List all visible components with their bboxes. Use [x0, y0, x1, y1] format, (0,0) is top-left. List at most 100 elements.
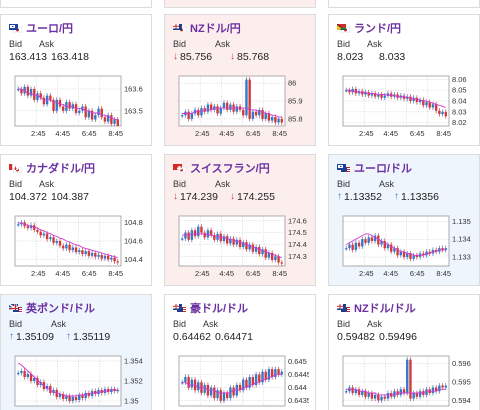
candle-body: [415, 97, 419, 103]
ask-value: 163.418: [51, 51, 89, 63]
candle-body: [113, 257, 116, 262]
rate-card[interactable]: ユーロ/ドル Bid Ask ↑ 1.13352 ↑ 1.13356 1.135 1.134 1.…: [328, 154, 480, 286]
candle-body: [409, 359, 412, 399]
down-arrow-icon: ↓: [230, 51, 235, 62]
moving-average-line: [182, 373, 282, 394]
candle-body: [61, 106, 65, 111]
pair-name[interactable]: 英ポンド/ドル: [26, 303, 96, 315]
candle-body: [425, 102, 428, 106]
quote-labels: Bid Ask: [173, 39, 230, 49]
quote-labels: Bid Ask: [173, 179, 230, 189]
candle-body: [412, 255, 415, 259]
candle-body: [68, 396, 71, 401]
candle-body: [280, 118, 283, 123]
price-chart[interactable]: 1.135 1.134 1.133 2:45 4:45 6:45 8:45: [337, 212, 473, 280]
x-tick-label: 8:45: [436, 269, 451, 278]
candle-body: [197, 109, 200, 116]
rate-card[interactable]: ユーロ/円 Bid Ask 163.413 163.418 163.6 163.5 2:45 4…: [0, 14, 152, 146]
candle-body: [209, 230, 213, 236]
candle-body: [270, 369, 274, 378]
candle-body: [264, 249, 267, 258]
candle-body: [444, 248, 447, 250]
candle-body: [187, 232, 190, 240]
candle-body: [380, 94, 383, 98]
card-header: ユーロ/ドル: [337, 162, 413, 175]
pair-name[interactable]: ユーロ/ドル: [354, 163, 413, 175]
candle-body: [94, 115, 97, 120]
candle-body: [181, 238, 184, 240]
candle-body: [277, 118, 280, 123]
rate-card[interactable]: 英ポンド/ドル Bid Ask ↑ 1.35109 ↑ 1.35119 1.354 1.352 1…: [0, 294, 152, 410]
candle-body: [367, 393, 370, 397]
candle-body: [26, 86, 30, 96]
flag-icon: [9, 303, 22, 313]
y-tick-label: 174.6: [288, 216, 307, 225]
candle-body: [351, 387, 354, 394]
quote-labels: Bid Ask: [337, 179, 394, 189]
price-chart[interactable]: 174.6 174.5 174.4 174.3 2:45 4:45 6:45 8:45: [173, 212, 309, 280]
pair-name[interactable]: カナダドル/円: [26, 163, 96, 175]
price-chart[interactable]: 104.8 104.6 104.4 2:45 4:45 6:45 8:45: [9, 212, 145, 280]
pair-name[interactable]: NZドル/ドル: [354, 303, 416, 315]
rate-card[interactable]: スイスフラン/円 Bid Ask ↓ 174.239 ↓ 174.255 174.6 174.5…: [164, 154, 316, 286]
ask-label: Ask: [215, 39, 231, 49]
quote-labels: Bid Ask: [9, 39, 54, 49]
price-chart[interactable]: 8.06 8.05 8.04 8.03 8.02 2:45 4:45 6:45 8:45: [337, 72, 473, 140]
pair-name[interactable]: ユーロ/円: [26, 23, 74, 35]
candle-body: [17, 373, 20, 375]
y-tick-label: 163.6: [124, 85, 143, 94]
y-tick-label: 0.596: [452, 359, 471, 368]
y-tick-label: 86: [288, 79, 296, 88]
rate-card[interactable]: NZドル/円 Bid Ask ↓ 85.756 ↓ 85.768 86 85.9 85.8 2:45…: [164, 14, 316, 146]
candle-body: [49, 95, 52, 100]
candle-body: [74, 397, 78, 400]
candle-body: [206, 230, 210, 238]
y-tick-label: 1.135: [452, 217, 471, 226]
x-tick-label: 4:45: [383, 269, 398, 278]
y-tick-label: 85.9: [288, 97, 303, 106]
candle-body: [245, 379, 248, 388]
candle-body: [258, 246, 261, 255]
rate-card[interactable]: カナダドル/円 Bid Ask 104.372 104.387 104.8 104.6 104…: [0, 154, 152, 286]
candle-body: [68, 244, 71, 251]
candle-body: [106, 389, 110, 392]
candle-body: [386, 93, 390, 96]
candle-body: [258, 374, 261, 383]
pair-name[interactable]: 豪ドル/ドル: [190, 303, 249, 315]
rate-card[interactable]: NZドル/ドル Bid Ask 0.59482 0.59496 0.596 0.595 0.5…: [328, 294, 480, 410]
candle-body: [254, 246, 258, 252]
candle-body: [409, 253, 412, 259]
candle-body: [184, 377, 187, 383]
rate-card[interactable]: ランド/円 Bid Ask 8.023 8.033 8.06 8.05 8.04 8.03 8.0…: [328, 14, 480, 146]
candle-body: [428, 251, 431, 254]
x-tick-label: 6:45: [246, 269, 261, 278]
candle-body: [258, 109, 261, 116]
up-arrow-icon: ↑: [9, 331, 14, 342]
ask-value: 1.35119: [73, 331, 111, 343]
x-tick-label: 8:45: [108, 129, 123, 138]
price-chart[interactable]: 163.6 163.5 2:45 4:45 6:45 8:45: [9, 72, 145, 140]
candle-body: [370, 393, 374, 399]
candle-body: [370, 93, 374, 96]
candle-body: [441, 385, 444, 388]
ask-label: Ask: [203, 319, 219, 329]
pair-name[interactable]: NZドル/円: [190, 23, 241, 35]
candle-body: [68, 102, 71, 109]
candle-body: [431, 104, 435, 108]
pair-name[interactable]: ランド/円: [354, 23, 402, 35]
candle-body: [434, 249, 438, 252]
candle-body: [90, 391, 94, 396]
flag-icon: [173, 23, 186, 33]
rate-card[interactable]: 豪ドル/ドル Bid Ask 0.64462 0.64471 0.645 0.6445 0.6…: [164, 294, 316, 410]
plot-area: [342, 355, 450, 407]
candle-body: [33, 89, 36, 100]
candle-body: [280, 262, 283, 264]
pair-name[interactable]: スイスフラン/円: [190, 163, 270, 175]
ask-label: Ask: [215, 179, 231, 189]
price-chart[interactable]: 86 85.9 85.8 2:45 4:45 6:45 8:45: [173, 72, 309, 140]
